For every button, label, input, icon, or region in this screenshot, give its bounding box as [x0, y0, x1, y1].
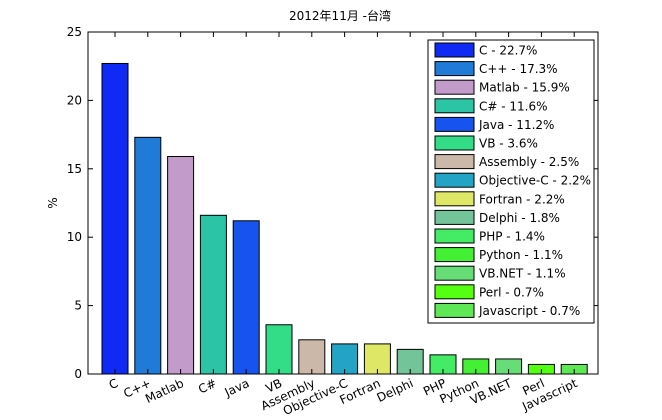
legend-label: C# - 11.6%	[479, 99, 548, 113]
legend-swatch	[434, 284, 475, 300]
legend-swatch	[434, 172, 475, 188]
legend-label: Javascript - 0.7%	[478, 304, 580, 318]
bar-java	[232, 220, 260, 375]
legend-label: Perl - 0.7%	[479, 285, 544, 299]
x-tick-label: Matlab	[143, 376, 186, 406]
legend-swatch	[434, 302, 475, 318]
plot-frame	[87, 31, 599, 375]
legend-swatch	[434, 42, 475, 58]
bar-c-	[134, 136, 162, 375]
legend-swatch	[434, 98, 475, 114]
x-tick-label: Java	[222, 376, 252, 400]
legend-swatch	[434, 116, 475, 132]
legend-label: VB.NET - 1.1%	[479, 267, 566, 281]
legend-swatch	[434, 209, 475, 225]
legend-label: Fortran - 2.2%	[479, 192, 565, 206]
legend-label: C++ - 17.3%	[479, 62, 558, 76]
legend-label: Python - 1.1%	[479, 248, 563, 262]
bar-c	[101, 62, 129, 375]
legend-swatch	[434, 154, 475, 170]
y-axis-label: %	[46, 197, 60, 208]
chart-title: 2012年11月 -台湾	[289, 8, 391, 23]
bar-vb	[265, 324, 293, 375]
bar-objective-c	[331, 343, 359, 375]
legend-swatch	[434, 79, 475, 95]
legend-label: VB - 3.6%	[479, 137, 538, 151]
legend-swatch	[434, 247, 475, 263]
legend-swatch	[434, 61, 475, 77]
bar-assembly	[298, 339, 326, 375]
legend-swatch	[434, 135, 475, 151]
legend-label: Delphi - 1.8%	[479, 211, 560, 225]
x-tick-label: C	[107, 376, 121, 392]
legend-label: Assembly - 2.5%	[479, 155, 579, 169]
y-tick-label: 10	[67, 230, 82, 244]
x-tick-label: C#	[196, 376, 219, 396]
y-tick-label: 25	[67, 25, 82, 39]
legend-label: C - 22.7%	[479, 44, 537, 58]
legend-label: Objective-C - 2.2%	[479, 174, 591, 188]
y-tick-label: 15	[67, 162, 82, 176]
legend-label: Matlab - 15.9%	[479, 81, 570, 95]
bars-group	[101, 62, 588, 375]
legend-swatch	[434, 265, 475, 281]
legend-swatch	[434, 191, 475, 207]
x-tick-label: Delphi	[375, 376, 416, 405]
legend-label: PHP - 1.4%	[479, 230, 545, 244]
bar-matlab	[167, 155, 195, 375]
y-tick-label: 0	[74, 367, 82, 381]
y-tick-label: 5	[74, 299, 82, 313]
legend-swatch	[434, 228, 475, 244]
y-axis-ticks: 0 5 10 15 20 25	[67, 25, 598, 381]
y-tick-label: 20	[67, 93, 82, 107]
legend: C - 22.7% C++ - 17.3% Matlab - 15.9% C# - 1…	[427, 39, 595, 324]
legend-label: Java - 11.2%	[478, 118, 554, 132]
x-tick-label: VB	[263, 376, 284, 396]
bar-c-	[199, 214, 227, 375]
